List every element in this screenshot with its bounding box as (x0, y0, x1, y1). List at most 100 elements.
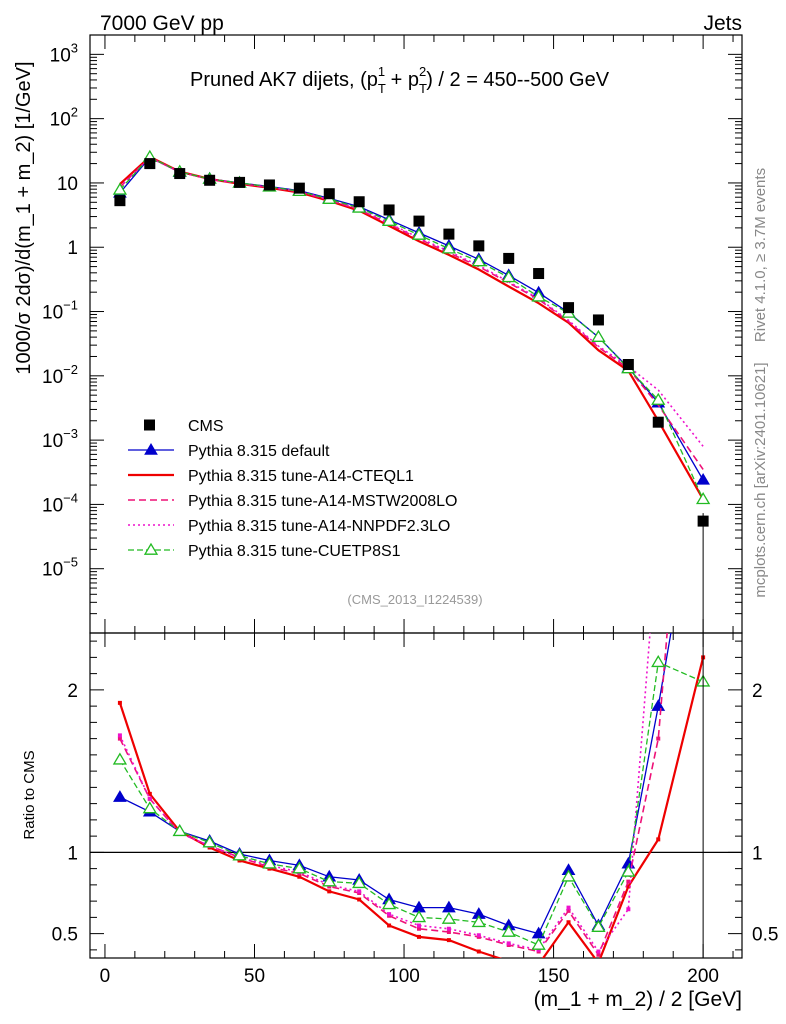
ratio-point-2 (117, 736, 122, 741)
ratio-point-3 (536, 947, 541, 952)
ratio-point-1 (507, 959, 511, 963)
ratio-point-3 (506, 941, 511, 946)
chart-title: Pruned AK7 dijets, (pT1 + pT2) / 2 = 450… (190, 64, 610, 96)
ratio-point-2 (566, 908, 571, 913)
ratio-point-1 (446, 938, 451, 943)
ratio-point-1 (626, 884, 631, 889)
cms-data-point (652, 416, 664, 428)
ratio-tick-label: 0.5 (52, 925, 78, 946)
rivet-label: Rivet 4.1.0, ≥ 3.7M events (752, 168, 769, 342)
ratio-line-4 (119, 661, 704, 946)
ratio-tick-label-right: 1 (752, 843, 763, 864)
ratio-marker-4 (142, 801, 157, 814)
ratio-marker-4 (172, 823, 187, 837)
x-tick-label: 200 (687, 966, 719, 987)
ratio-marker-4 (651, 654, 666, 668)
y-tick-label: 10−4 (42, 490, 78, 516)
ratio-point-3 (446, 926, 451, 931)
ratio-point-1 (416, 934, 421, 939)
series-marker-4 (591, 329, 606, 342)
ratio-point-2 (596, 952, 601, 957)
ratio-marker-4 (471, 914, 486, 928)
cms-data-point (204, 174, 216, 186)
ratio-point-3 (416, 923, 421, 928)
y-tick-label: 10−5 (42, 555, 78, 581)
cms-data-point (383, 204, 395, 216)
ratio-marker-4 (232, 848, 247, 861)
ratio-point-3 (357, 889, 362, 894)
cms-data-point (533, 268, 545, 280)
ratio-point-1 (357, 897, 362, 902)
ratio-point-1 (596, 961, 600, 965)
y-tick-label: 10−2 (42, 362, 78, 388)
ratio-tick-label: 1 (67, 843, 78, 864)
ratio-marker-0 (442, 900, 456, 913)
ratio-point-3 (147, 796, 152, 801)
ratio-tick-label-right: 0.5 (752, 925, 778, 946)
legend-marker-0 (144, 443, 158, 455)
ratio-marker-4 (591, 919, 606, 932)
ratio-point-2 (446, 930, 451, 934)
legend-label-cms: CMS (188, 418, 224, 435)
ratio-point-2 (656, 736, 661, 741)
cms-data-point (323, 188, 335, 200)
header-left: 7000 GeV pp (100, 12, 224, 35)
legend: CMS Pythia 8.315 default Pythia 8.315 tune… (128, 418, 457, 560)
x-axis-label: (m_1 + m_2) / 2 [GeV] (534, 988, 742, 1011)
y-tick-label: 10 (57, 174, 78, 195)
ratio-marker-4 (621, 864, 636, 877)
ratio-marker-4 (292, 861, 307, 874)
y-axis-label: 1000/σ 2dσ)/d(m_1 + m_2) [1/GeV] (13, 61, 35, 374)
y-tick-label: 10−1 (42, 298, 78, 324)
ratio-y-label: Ratio to CMS (21, 750, 38, 839)
ratio-marker-4 (411, 910, 427, 923)
legend-label-3: Pythia 8.315 tune-A14-NNPDF2.3LO (188, 518, 450, 535)
ratio-point-1 (656, 837, 661, 842)
series-marker-4 (381, 213, 397, 226)
ratio-tick-label-right: 2 (752, 681, 763, 702)
ratio-marker-4 (352, 875, 367, 889)
series-marker-4 (411, 227, 427, 240)
ratio-line-2 (119, 633, 668, 957)
cms-data-point (592, 314, 604, 326)
y-tick-label: 102 (50, 105, 78, 131)
legend-label-0: Pythia 8.315 default (188, 443, 330, 460)
ratio-point-1 (327, 889, 332, 894)
analysis-tag: (CMS_2013_I1224539) (347, 592, 482, 607)
cms-data-point (293, 182, 305, 194)
x-tick-label: 0 (100, 966, 111, 987)
series-marker-4 (695, 492, 711, 505)
y-tick-label: 10−3 (42, 426, 78, 452)
ratio-point-1 (147, 791, 152, 796)
series-marker-4 (112, 182, 128, 195)
ratio-marker-4 (262, 856, 277, 869)
ratio-point-3 (387, 912, 392, 917)
ratio-axes: 0 50 100 150 200 0.5 0.5 1 1 2 2 (52, 633, 778, 987)
cms-data-point (473, 240, 485, 252)
series-marker-4 (501, 270, 516, 283)
cms-data-point (263, 179, 275, 191)
ratio-point-1 (297, 874, 302, 879)
ratio-marker-4 (501, 924, 516, 937)
ratio-point-1 (237, 858, 242, 863)
ratio-marker-4 (202, 835, 217, 848)
cms-data-point (174, 168, 186, 180)
cms-data-point (353, 196, 365, 208)
ratio-tick-label: 2 (67, 681, 78, 702)
ratio-marker-4 (112, 752, 128, 765)
x-tick-label: 100 (388, 966, 420, 987)
cms-data-point (413, 215, 425, 227)
legend-label-2: Pythia 8.315 tune-A14-MSTW2008LO (188, 493, 457, 510)
site-label: mcplots.cern.ch [arXiv:2401.10621] (752, 362, 769, 597)
main-panel: 10−5 10−4 10−3 10−2 10−1 1 10 102 103 (42, 34, 743, 634)
ratio-point-3 (117, 733, 122, 738)
series-marker-4 (441, 241, 457, 254)
main-axes: 10−5 10−4 10−3 10−2 10−1 1 10 102 103 (42, 34, 742, 634)
cms-data-point (622, 359, 634, 371)
legend-marker-4 (143, 542, 159, 555)
ratio-point-3 (566, 905, 571, 910)
ratio-point-3 (596, 949, 601, 954)
legend-marker-cms (144, 419, 155, 431)
ratio-point-2 (701, 200, 705, 204)
